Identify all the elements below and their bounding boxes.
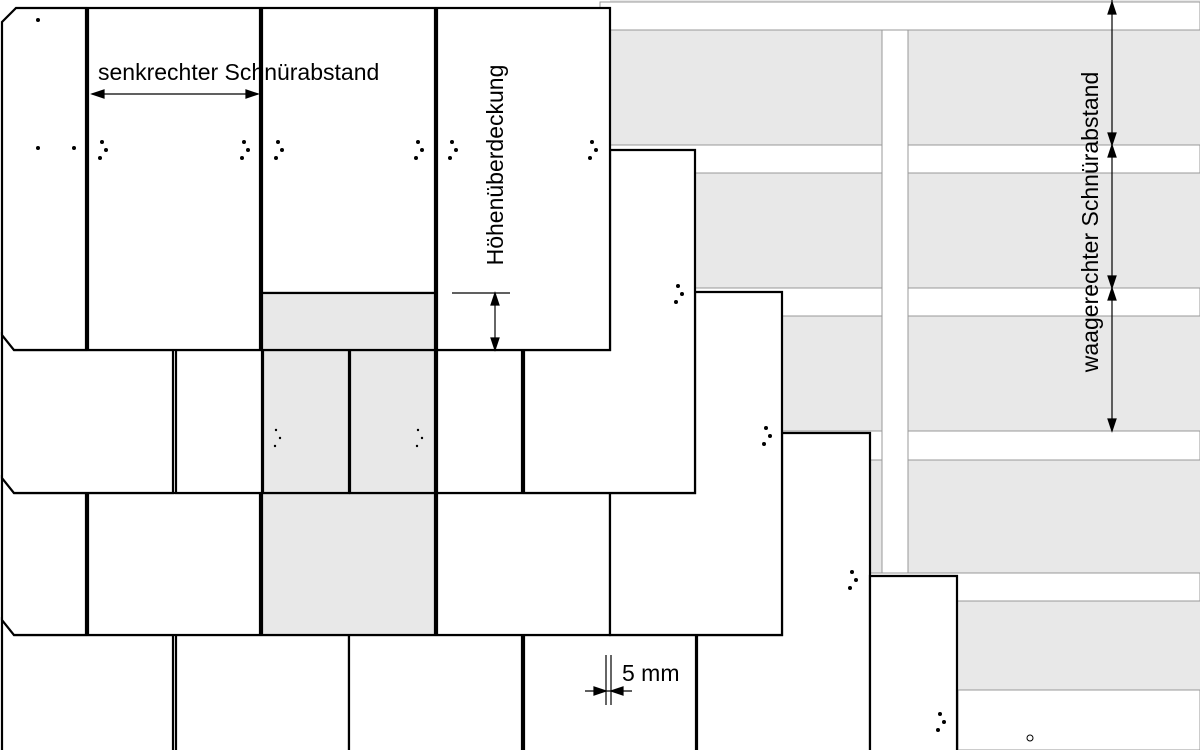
dimension-lines [90, 0, 1117, 705]
vertical-spacing-label: senkrechter Schnürabstand [98, 59, 379, 85]
horizontal-spacing-label: waagerechter Schnürabstand [1077, 72, 1103, 373]
nail-holes [36, 18, 946, 732]
gap-label: 5 mm [622, 660, 680, 686]
marker [1026, 734, 1034, 742]
tiles [0, 6, 959, 750]
height-overlap-label: Höhenüberdeckung [482, 65, 508, 266]
